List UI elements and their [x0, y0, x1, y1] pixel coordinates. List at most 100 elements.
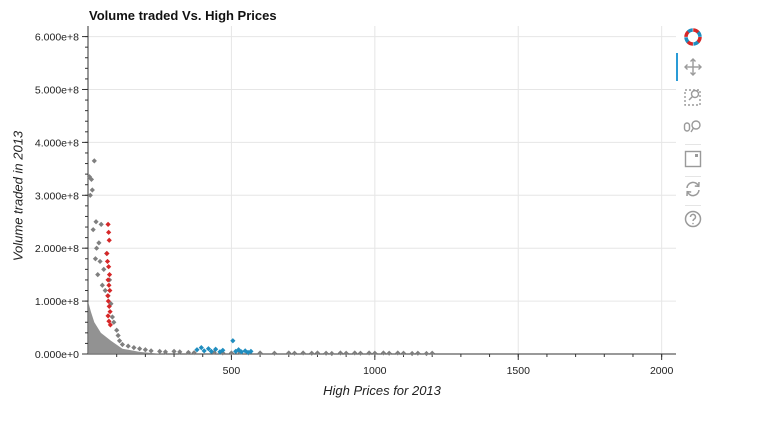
data-points	[86, 158, 435, 357]
scatter-point	[235, 347, 242, 353]
scatter-point	[395, 350, 401, 356]
scatter-point	[352, 350, 358, 356]
scatter-point	[423, 350, 430, 357]
scatter-point	[104, 258, 111, 265]
scatter-point	[137, 346, 143, 352]
scatter-point	[323, 350, 329, 356]
scatter-point	[106, 229, 112, 235]
scatter-point	[366, 350, 372, 356]
scatter-point	[106, 264, 112, 270]
scatter-point	[105, 298, 111, 304]
scatter-point	[142, 347, 148, 353]
y-tick-label: 0.000e+0	[35, 349, 79, 361]
scatter-point	[109, 314, 115, 320]
plot-toolbar	[676, 24, 708, 234]
scatter-point	[314, 350, 321, 356]
dense-point-cluster	[88, 301, 163, 354]
scatter-point	[97, 258, 103, 265]
scatter-point	[89, 187, 95, 193]
scatter-point	[131, 345, 137, 351]
scatter-point	[409, 350, 415, 357]
bokeh-logo-icon[interactable]	[682, 26, 704, 48]
y-axis-label: Volume traded in 2013	[10, 130, 26, 262]
scatter-point	[105, 313, 111, 319]
scatter-point	[95, 272, 101, 278]
scatter-point	[125, 343, 131, 349]
scatter-point	[194, 347, 200, 353]
scatter-point	[106, 282, 112, 288]
chart-title: Volume traded Vs. High Prices	[89, 8, 277, 23]
scatter-point	[291, 350, 298, 356]
scatter-point	[286, 350, 292, 356]
scatter-point	[98, 221, 104, 227]
scatter-point	[105, 277, 111, 283]
scatter-point	[88, 176, 95, 183]
scatter-point	[248, 348, 254, 354]
scatter-point	[107, 287, 113, 294]
scatter-point	[386, 350, 392, 356]
scatter-point	[380, 350, 387, 356]
active-tool-indicator	[676, 53, 678, 81]
scatter-point	[198, 345, 204, 351]
scatter-point	[92, 256, 99, 262]
x-tick-label: 1000	[363, 365, 387, 377]
scatter-point	[208, 348, 214, 354]
y-tick-label: 3.000e+8	[35, 190, 79, 202]
scatter-point	[111, 319, 117, 325]
scatter-point	[119, 341, 126, 348]
scatter-point	[106, 237, 112, 243]
box-zoom-icon[interactable]	[682, 86, 704, 108]
scatter-point	[300, 350, 306, 356]
scatter-point	[415, 350, 421, 356]
x-tick-label: 2000	[650, 365, 674, 377]
reset-icon[interactable]	[682, 178, 704, 200]
x-tick-label: 500	[223, 365, 241, 377]
wheel-zoom-icon[interactable]	[682, 116, 704, 138]
scatter-point	[228, 350, 235, 356]
scatter-point	[205, 346, 212, 352]
scatter-point	[90, 227, 96, 233]
y-tick-label: 2.000e+8	[35, 243, 79, 255]
scatter-point	[201, 348, 207, 354]
scatter-point	[185, 349, 191, 356]
y-tick-label: 6.000e+8	[35, 32, 79, 44]
scatter-point	[116, 338, 123, 344]
scatter-point	[372, 350, 378, 356]
scatter-point	[91, 158, 97, 164]
scatter-point	[114, 327, 120, 333]
scatter-point	[337, 350, 344, 356]
scatter-point	[107, 309, 113, 315]
save-icon[interactable]	[682, 148, 704, 170]
scatter-point	[220, 347, 226, 353]
axes: 500 1000 1500 2000 0.000e+0 1.000e+8 2.000e+8 3…	[35, 26, 676, 377]
scatter-point	[102, 287, 108, 294]
toolbar-divider	[685, 176, 701, 177]
help-icon[interactable]	[682, 208, 704, 230]
pan-icon[interactable]	[682, 56, 704, 78]
y-tick-label: 1.000e+8	[35, 296, 79, 308]
scatter-point	[357, 350, 364, 356]
scatter-point	[309, 350, 315, 356]
scatter-point	[115, 332, 121, 339]
scatter-point	[429, 350, 435, 356]
scatter-point	[400, 350, 407, 356]
scatter-point	[213, 346, 219, 352]
scatter-point	[230, 338, 236, 344]
scatter-point	[87, 192, 93, 198]
scatter-point	[148, 348, 154, 354]
scatter-point	[107, 322, 113, 328]
y-tick-label: 5.000e+8	[35, 84, 79, 96]
scatter-point	[106, 272, 113, 278]
scatter-point	[157, 348, 163, 354]
scatter-point	[96, 240, 102, 246]
scatter-point	[93, 219, 99, 225]
scatter-point	[177, 349, 183, 355]
scatter-point	[238, 349, 245, 355]
grid-lines	[88, 26, 676, 354]
scatter-point	[271, 350, 278, 356]
scatter-point	[101, 266, 107, 272]
scatter-point	[99, 282, 105, 288]
scatter-point	[257, 350, 263, 356]
x-tick-label: 1500	[507, 365, 531, 377]
